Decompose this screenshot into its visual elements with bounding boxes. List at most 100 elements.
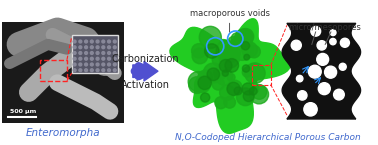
Circle shape (225, 59, 239, 72)
Bar (40, 60, 67, 81)
Circle shape (102, 46, 105, 49)
Circle shape (215, 97, 227, 109)
Circle shape (248, 45, 260, 58)
FancyArrowPatch shape (135, 66, 149, 76)
Circle shape (195, 78, 210, 93)
Circle shape (340, 38, 349, 47)
Circle shape (222, 70, 228, 76)
Circle shape (102, 52, 105, 54)
Circle shape (108, 46, 110, 49)
Circle shape (228, 74, 235, 81)
Circle shape (308, 65, 321, 78)
Circle shape (220, 48, 240, 68)
Circle shape (113, 69, 116, 72)
Circle shape (90, 40, 93, 43)
Circle shape (317, 54, 328, 65)
Circle shape (90, 46, 93, 49)
Circle shape (90, 52, 93, 54)
Circle shape (216, 40, 237, 62)
Circle shape (231, 33, 242, 44)
Circle shape (102, 69, 105, 72)
Circle shape (219, 59, 232, 72)
Bar (251, 65, 271, 85)
Circle shape (108, 63, 110, 66)
Circle shape (228, 80, 242, 95)
Circle shape (242, 67, 252, 77)
Circle shape (243, 91, 254, 101)
Circle shape (113, 52, 116, 54)
Circle shape (90, 69, 93, 72)
Circle shape (222, 44, 240, 62)
Circle shape (297, 91, 307, 100)
Circle shape (85, 69, 88, 72)
Polygon shape (170, 19, 290, 133)
Circle shape (231, 38, 253, 60)
Circle shape (291, 40, 301, 50)
Circle shape (204, 44, 219, 58)
Circle shape (113, 40, 116, 43)
Circle shape (201, 93, 210, 102)
Circle shape (198, 70, 212, 85)
Circle shape (108, 40, 110, 43)
Circle shape (96, 57, 99, 60)
Circle shape (96, 52, 99, 54)
Circle shape (199, 26, 222, 48)
Circle shape (108, 52, 110, 54)
Circle shape (188, 71, 208, 92)
Circle shape (242, 65, 250, 72)
Circle shape (325, 66, 337, 78)
Circle shape (242, 83, 254, 95)
Circle shape (79, 63, 82, 66)
Text: Activation: Activation (121, 80, 170, 90)
Circle shape (108, 57, 110, 60)
Text: Enteromorpha: Enteromorpha (26, 128, 101, 138)
Circle shape (234, 87, 242, 95)
Circle shape (73, 52, 76, 54)
Circle shape (224, 96, 235, 108)
Circle shape (96, 63, 99, 66)
Circle shape (227, 82, 240, 96)
Text: micro/mesopores: micro/mesopores (289, 23, 362, 32)
Circle shape (79, 52, 82, 54)
Circle shape (214, 66, 227, 79)
Circle shape (85, 63, 88, 66)
Circle shape (296, 75, 303, 82)
Circle shape (207, 68, 220, 81)
Circle shape (242, 42, 257, 57)
Circle shape (79, 40, 82, 43)
Circle shape (311, 26, 321, 36)
Circle shape (73, 63, 76, 66)
Circle shape (189, 77, 205, 93)
Circle shape (85, 57, 88, 60)
Circle shape (238, 28, 254, 44)
Circle shape (79, 46, 82, 49)
Circle shape (212, 53, 226, 66)
Circle shape (85, 40, 88, 43)
Circle shape (228, 37, 238, 46)
Polygon shape (282, 23, 361, 119)
Circle shape (220, 85, 235, 100)
Circle shape (90, 63, 93, 66)
Circle shape (192, 44, 206, 58)
Circle shape (330, 30, 336, 36)
Circle shape (108, 69, 110, 72)
Bar (72, 35, 118, 73)
Circle shape (113, 57, 116, 60)
Bar (2, 22, 124, 123)
Text: Carbonization: Carbonization (112, 54, 179, 64)
Text: 500 μm: 500 μm (9, 109, 36, 114)
Circle shape (79, 69, 82, 72)
Circle shape (113, 63, 116, 66)
Circle shape (96, 40, 99, 43)
Circle shape (102, 57, 105, 60)
Circle shape (102, 40, 105, 43)
Circle shape (317, 41, 327, 50)
Circle shape (241, 42, 249, 50)
Circle shape (192, 48, 208, 64)
Circle shape (249, 87, 257, 95)
Circle shape (90, 57, 93, 60)
Circle shape (73, 46, 76, 49)
Circle shape (212, 78, 224, 90)
Circle shape (215, 68, 232, 85)
Circle shape (198, 76, 211, 90)
